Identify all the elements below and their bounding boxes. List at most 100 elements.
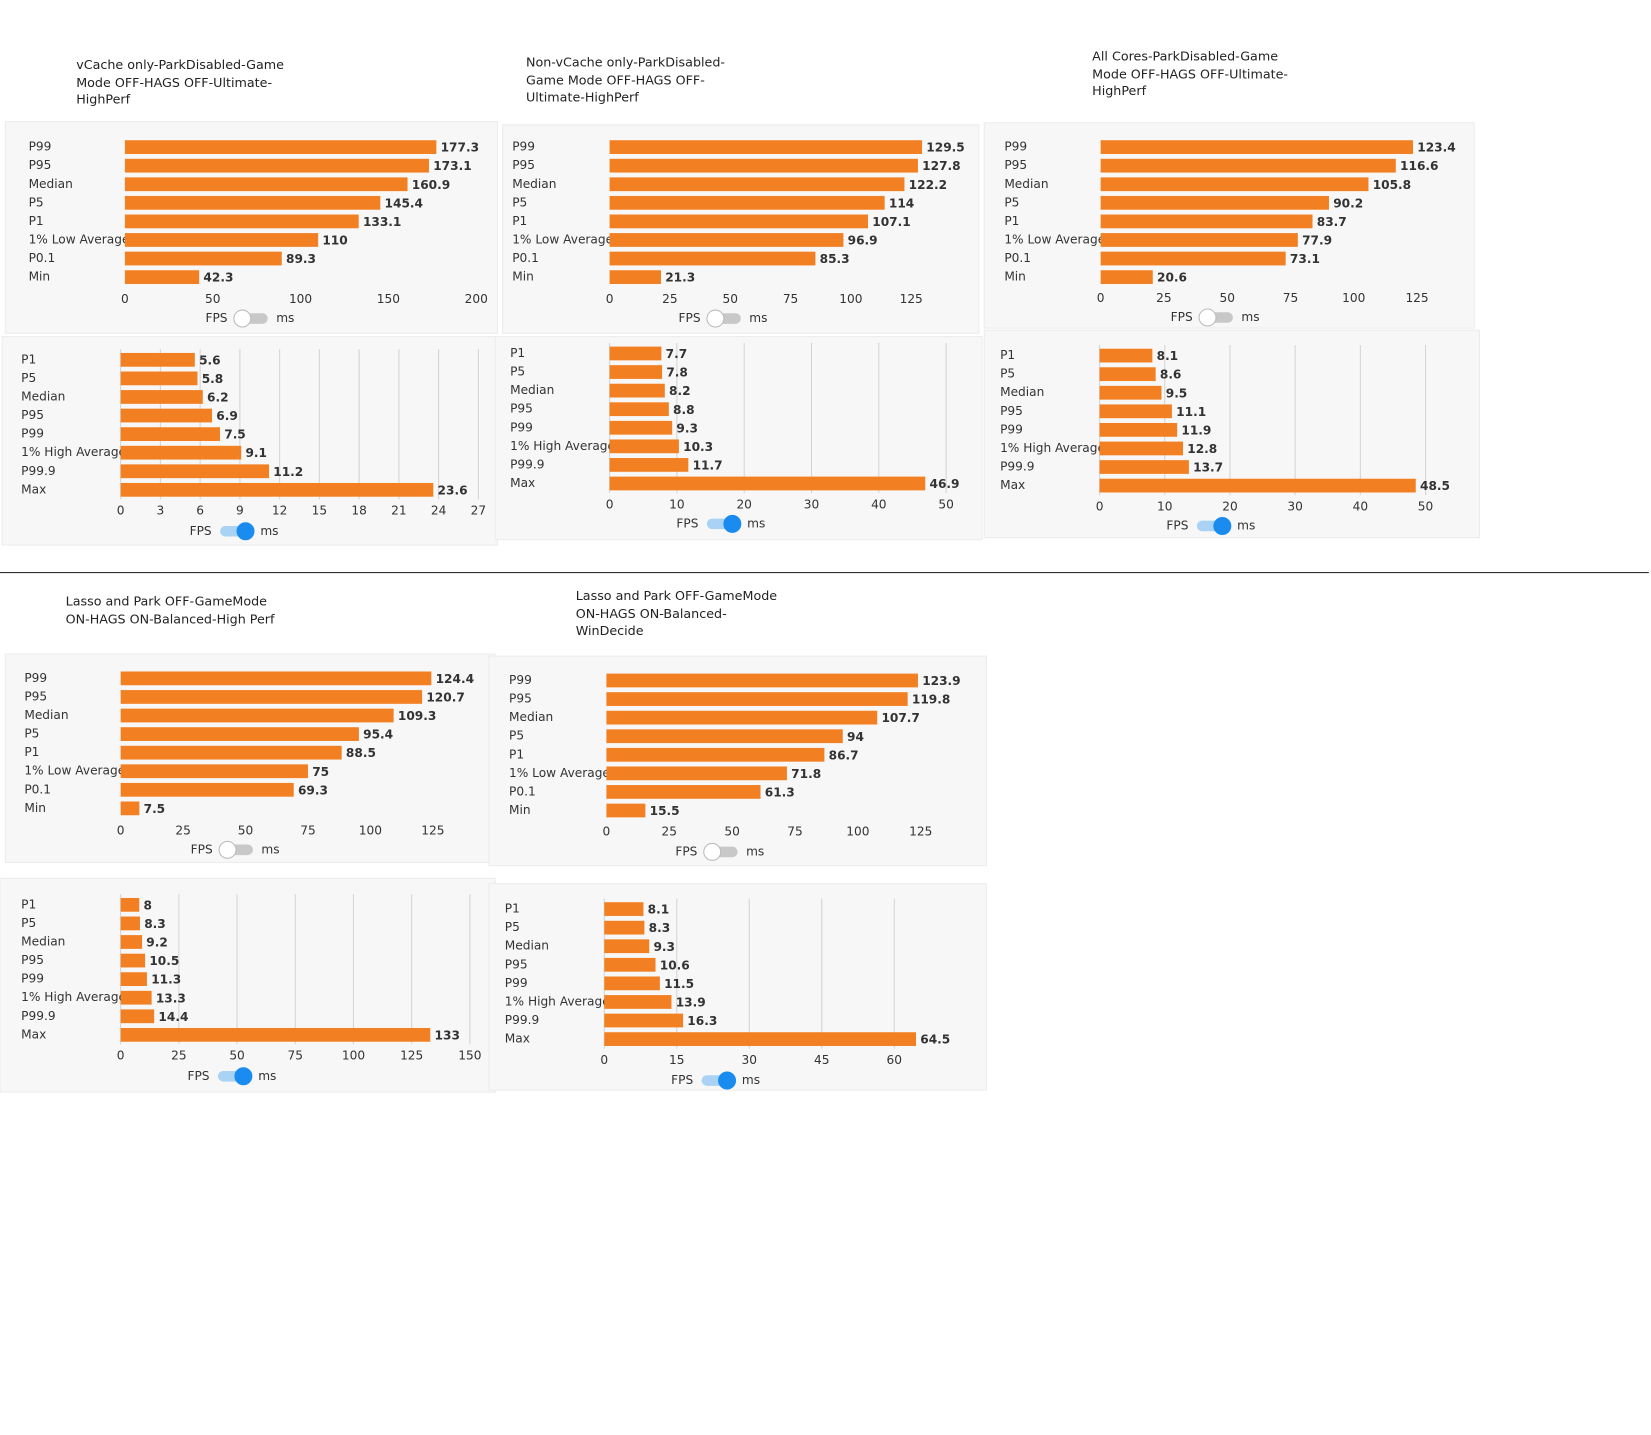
toggle-label: ms — [1241, 310, 1259, 324]
value-label: 13.3 — [156, 991, 186, 1005]
toggle-label: ms — [746, 844, 764, 858]
value-label: 5.8 — [202, 372, 224, 386]
unit-toggle[interactable] — [703, 842, 738, 861]
bar — [1099, 460, 1189, 474]
unit-toggle[interactable] — [220, 522, 255, 541]
value-label: 173.1 — [433, 159, 471, 173]
x-tick-label: 20 — [1222, 499, 1237, 513]
bar — [120, 764, 308, 779]
x-tick-label: 30 — [742, 1053, 757, 1067]
unit-toggle[interactable] — [1198, 308, 1233, 327]
value-label: 9.2 — [146, 936, 168, 950]
toggle-label: ms — [258, 1069, 276, 1083]
value-label: 9.3 — [676, 421, 698, 435]
bar — [120, 782, 294, 797]
panel-background — [494, 336, 983, 541]
bar — [124, 177, 408, 192]
x-tick-label: 75 — [787, 824, 802, 838]
toggle-knob — [233, 309, 252, 328]
category-label: Max — [1000, 478, 1025, 492]
category-label: 1% Low Average — [1004, 232, 1105, 246]
bar — [1099, 348, 1153, 363]
value-label: 14.4 — [158, 1010, 188, 1024]
x-tick-label: 0 — [603, 824, 611, 838]
category-label: P99 — [512, 140, 535, 154]
value-label: 88.5 — [346, 746, 376, 760]
toggle-label: ms — [261, 842, 279, 856]
x-tick-label: 75 — [300, 823, 315, 837]
value-label: 7.5 — [224, 428, 246, 442]
bar — [120, 671, 432, 686]
value-label: 85.3 — [820, 252, 850, 266]
value-label: 8.1 — [648, 903, 670, 917]
bar — [120, 745, 342, 760]
bar — [1100, 270, 1153, 284]
category-label: P1 — [1000, 348, 1015, 362]
category-label: P99 — [505, 976, 528, 990]
value-label: 21.3 — [665, 271, 695, 285]
category-label: P99 — [1004, 140, 1027, 154]
value-label: 8.3 — [144, 917, 166, 931]
category-label: P95 — [505, 957, 528, 971]
bar — [1100, 214, 1313, 229]
bar — [120, 408, 213, 423]
bar — [609, 346, 662, 361]
category-label: P1 — [21, 352, 36, 366]
category-label: P1 — [512, 214, 527, 228]
category-label: Median — [509, 710, 553, 724]
bar — [120, 445, 242, 460]
category-label: P95 — [1000, 404, 1023, 418]
value-label: 11.1 — [1176, 405, 1206, 419]
x-tick-label: 30 — [1287, 499, 1302, 513]
toggle-label: FPS — [671, 1073, 693, 1087]
category-label: Median — [21, 389, 65, 403]
value-label: 69.3 — [298, 783, 328, 797]
bar — [604, 995, 672, 1009]
value-label: 15.5 — [650, 804, 680, 818]
bar — [606, 692, 908, 706]
category-label: P0.1 — [29, 251, 56, 265]
bar — [120, 935, 143, 949]
bar — [120, 990, 152, 1005]
bar — [124, 270, 200, 284]
bar — [1099, 385, 1162, 400]
x-tick-label: 15 — [669, 1053, 684, 1067]
category-label: Min — [509, 803, 531, 817]
unit-toggle[interactable] — [218, 1067, 253, 1086]
unit-toggle[interactable] — [706, 309, 741, 328]
unit-toggle[interactable] — [233, 309, 268, 328]
category-label: Median — [1000, 385, 1044, 399]
toggle-label: FPS — [679, 311, 701, 325]
chart-panel: 0 25 50 75 100 125 P99 123.4 P95 116.6 Median 105.8… — [983, 122, 1475, 329]
panel-background — [488, 883, 987, 1091]
bar — [609, 476, 926, 491]
chart-panel: 0 25 50 75 100 125 P99 129.5 P95 127.8 Median 122.2… — [502, 124, 980, 334]
category-label: P5 — [512, 195, 527, 209]
category-label: 1% Low Average — [29, 232, 130, 246]
x-tick-label: 125 — [909, 824, 932, 838]
value-label: 95.4 — [363, 728, 393, 742]
value-label: 109.3 — [398, 709, 436, 723]
value-label: 13.9 — [676, 996, 706, 1010]
bar — [1099, 441, 1184, 456]
bar — [609, 140, 923, 154]
x-tick-label: 25 — [1156, 291, 1171, 305]
unit-toggle[interactable] — [1196, 516, 1232, 535]
bar — [609, 402, 669, 417]
x-tick-label: 50 — [724, 824, 739, 838]
category-label: Min — [29, 270, 51, 284]
category-label: Median — [1004, 177, 1048, 191]
chart-panel: 0 10 20 30 40 50 P1 7.7 P5 7.8 Median 8.2 P95 8.8 P99 9… — [494, 336, 983, 541]
x-tick-label: 15 — [312, 504, 327, 518]
unit-toggle[interactable] — [706, 514, 742, 533]
category-label: 1% High Average — [1000, 441, 1105, 455]
bar — [609, 458, 689, 472]
toggle-label: ms — [742, 1073, 760, 1087]
bar — [1099, 478, 1416, 493]
chart-title: Lasso and Park OFF-GameMode ON-HAGS ON-B… — [65, 593, 275, 626]
unit-toggle[interactable] — [218, 840, 253, 859]
unit-toggle[interactable] — [701, 1071, 737, 1090]
category-label: 1% Low Average — [512, 232, 613, 246]
category-label: P1 — [1004, 214, 1019, 228]
bar — [609, 158, 918, 173]
